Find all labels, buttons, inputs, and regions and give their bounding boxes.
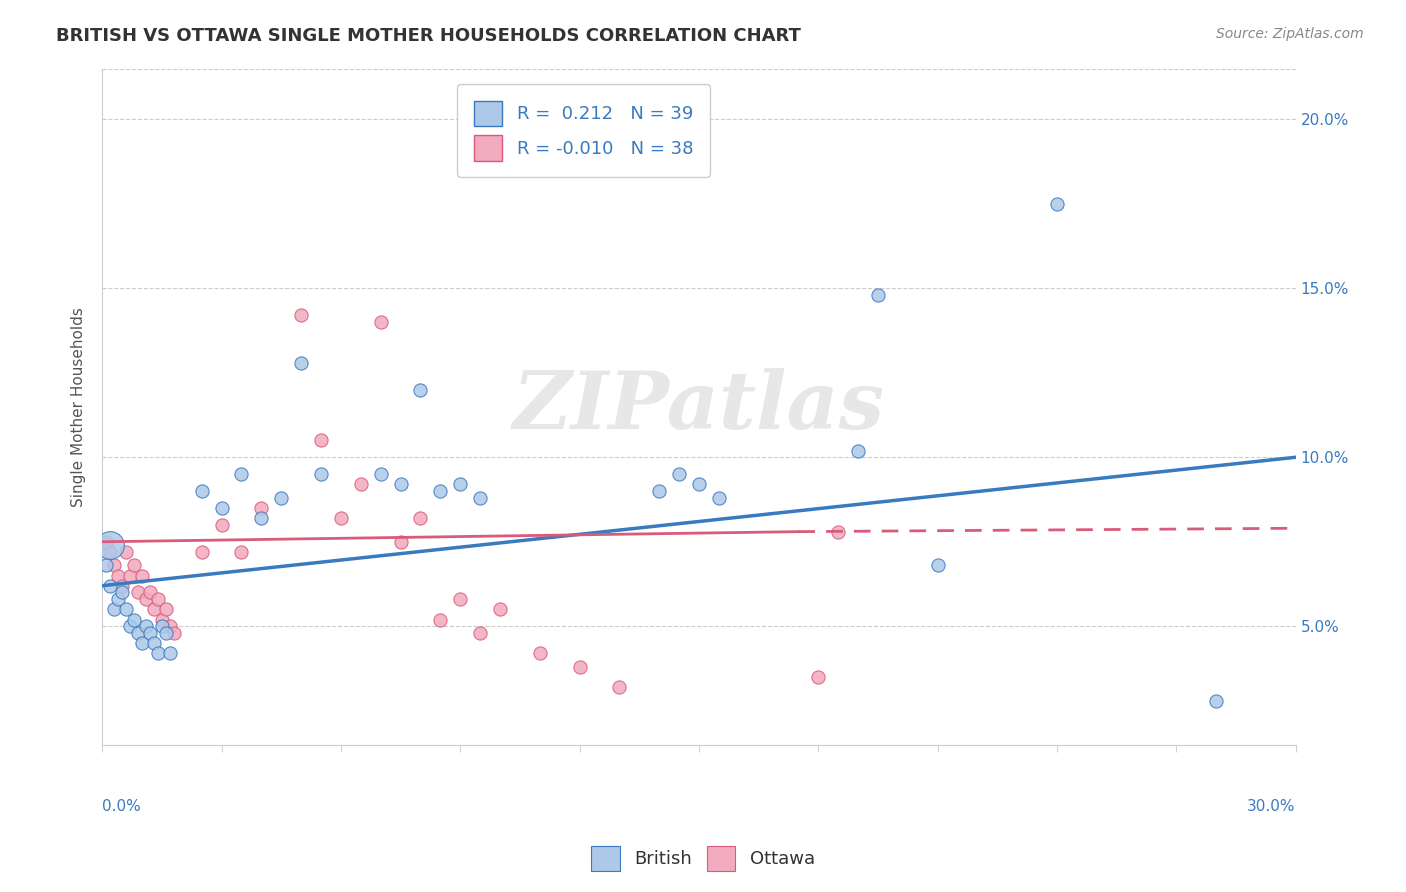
Point (190, 545, 212, 559)
Point (309, 467, 332, 482)
Point (150, 619, 173, 633)
Point (250, 500, 273, 515)
Point (370, 467, 392, 482)
Point (107, 592, 129, 607)
Point (127, 626, 149, 640)
Point (111, 579, 134, 593)
Point (409, 511, 432, 525)
Y-axis label: Single Mother Households: Single Mother Households (72, 307, 86, 507)
Point (1205, 694, 1227, 708)
Point (146, 592, 169, 607)
Point (96, 558, 118, 573)
Point (135, 592, 157, 607)
Point (350, 477, 373, 491)
Legend: R =  0.212   N = 39, R = -0.010   N = 38: R = 0.212 N = 39, R = -0.010 N = 38 (457, 85, 710, 177)
Point (122, 613, 145, 627)
Point (370, 315, 392, 329)
Point (668, 467, 690, 482)
Point (115, 545, 138, 559)
Point (389, 477, 412, 491)
Point (211, 500, 233, 515)
Point (866, 288, 889, 302)
Point (155, 626, 177, 640)
Point (163, 626, 186, 640)
Legend: British, Ottawa: British, Ottawa (583, 838, 823, 879)
Text: ZIPatlas: ZIPatlas (513, 368, 884, 445)
Point (529, 646, 551, 660)
Point (688, 477, 710, 491)
Point (231, 545, 253, 559)
Point (429, 484, 451, 499)
Point (127, 585, 149, 599)
Point (142, 636, 165, 650)
Point (1046, 196, 1069, 211)
Point (211, 517, 233, 532)
Point (159, 619, 181, 633)
Point (449, 592, 471, 607)
Point (827, 524, 849, 539)
Point (389, 534, 412, 549)
Point (290, 308, 312, 322)
Point (98, 579, 121, 593)
Point (139, 585, 162, 599)
Point (150, 613, 173, 627)
Point (155, 602, 177, 616)
Point (131, 636, 153, 650)
Point (159, 646, 181, 660)
Text: 30.0%: 30.0% (1247, 798, 1295, 814)
Point (568, 660, 591, 674)
Point (98, 545, 121, 559)
Point (449, 477, 471, 491)
Point (146, 646, 169, 660)
Point (648, 484, 671, 499)
Text: Source: ZipAtlas.com: Source: ZipAtlas.com (1216, 27, 1364, 41)
Text: BRITISH VS OTTAWA SINGLE MOTHER HOUSEHOLDS CORRELATION CHART: BRITISH VS OTTAWA SINGLE MOTHER HOUSEHOL… (56, 27, 801, 45)
Point (468, 626, 491, 640)
Point (103, 602, 125, 616)
Point (120, 568, 142, 582)
Point (707, 491, 730, 505)
Point (231, 467, 253, 482)
Point (927, 558, 949, 573)
Point (329, 511, 352, 525)
Point (846, 443, 869, 458)
Point (807, 670, 830, 684)
Text: 0.0%: 0.0% (103, 798, 141, 814)
Point (98, 538, 121, 552)
Point (142, 602, 165, 616)
Point (131, 568, 153, 582)
Point (111, 585, 134, 599)
Point (96, 534, 118, 549)
Point (103, 558, 125, 573)
Point (139, 626, 162, 640)
Point (429, 613, 451, 627)
Point (489, 602, 512, 616)
Point (115, 602, 138, 616)
Point (135, 619, 157, 633)
Point (250, 511, 273, 525)
Point (107, 568, 129, 582)
Point (290, 356, 312, 370)
Point (190, 484, 212, 499)
Point (309, 434, 332, 448)
Point (270, 491, 292, 505)
Point (409, 383, 432, 397)
Point (607, 680, 630, 694)
Point (120, 619, 142, 633)
Point (468, 491, 491, 505)
Point (122, 558, 145, 573)
